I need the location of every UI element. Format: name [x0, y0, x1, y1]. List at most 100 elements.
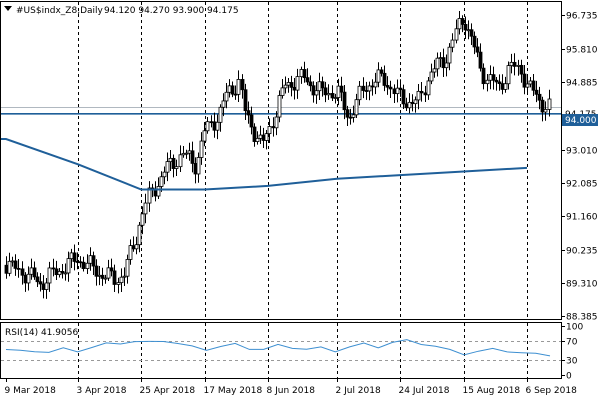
candle-body — [506, 65, 511, 85]
candle-body — [311, 85, 316, 96]
x-tick-label: 2 Jul 2018 — [336, 386, 381, 396]
candle-body — [41, 283, 46, 290]
candle-body — [540, 99, 545, 113]
candle-body — [333, 97, 338, 99]
candle-body — [357, 85, 362, 101]
candle-body — [326, 93, 331, 96]
candle-body — [178, 154, 183, 168]
candle-body — [475, 46, 480, 53]
candle-body — [94, 265, 99, 277]
candle-body — [66, 258, 71, 274]
candle-body — [302, 69, 307, 79]
candle-body — [447, 46, 452, 64]
candle-body — [44, 282, 49, 290]
candle-body — [246, 110, 251, 116]
candle-body — [463, 24, 468, 31]
candle-body — [280, 87, 285, 96]
level-price-label: 94.000 — [565, 116, 597, 126]
symbol-label: #US$indx_Z8,Daily — [16, 6, 104, 16]
candle-body — [419, 90, 424, 94]
candle-body — [361, 85, 366, 91]
candle-body — [125, 259, 130, 277]
candle-body — [404, 103, 409, 109]
candle-body — [97, 274, 102, 277]
candle-body — [106, 267, 111, 279]
candle-body — [162, 171, 167, 178]
candle-body — [236, 79, 241, 95]
rsi-tick-label: 0 — [566, 372, 572, 382]
candle-body — [509, 61, 514, 66]
candle-body — [240, 79, 245, 91]
candle-body — [330, 93, 335, 99]
rsi-label: RSI(14) 41.9056 — [5, 328, 78, 338]
candle-body — [516, 64, 521, 67]
y-tick-label: 88.385 — [566, 313, 598, 323]
candle-body — [174, 166, 179, 169]
candle-body — [51, 267, 56, 270]
candle-body — [367, 85, 372, 92]
candle-body — [267, 126, 272, 135]
y-tick-label: 95.810 — [566, 46, 598, 56]
candle-body — [264, 133, 269, 141]
candle-body — [385, 85, 390, 88]
candle-body — [339, 85, 344, 93]
candle-body — [119, 276, 124, 284]
level-price-tag — [562, 114, 598, 126]
x-tick-label: 6 Sep 2018 — [526, 386, 578, 396]
moving-average-line — [1, 138, 528, 191]
y-tick-label: 93.010 — [566, 147, 598, 157]
candle-body — [109, 267, 114, 272]
candle-body — [38, 281, 43, 285]
candle-body — [395, 87, 400, 95]
candle-body — [218, 106, 223, 123]
candle-body — [497, 81, 502, 84]
candle-body — [221, 100, 226, 108]
candle-body — [75, 261, 80, 263]
candle-body — [233, 93, 238, 96]
candle-body — [255, 138, 260, 142]
candle-body — [72, 252, 77, 262]
x-tick-label: 3 Apr 2018 — [77, 386, 127, 396]
candle-body — [512, 61, 517, 67]
x-tick-label: 25 Apr 2018 — [140, 386, 196, 396]
rsi-tick-label: 30 — [566, 357, 578, 367]
candle-body — [472, 35, 477, 48]
candle-body — [522, 73, 527, 88]
candle-body — [187, 150, 192, 154]
candle-body — [230, 85, 235, 95]
candle-body — [373, 81, 378, 88]
candle-body — [295, 76, 300, 91]
candle-body — [323, 87, 328, 96]
candle-body — [112, 270, 117, 285]
candle-body — [314, 90, 319, 96]
candle-body — [103, 277, 108, 280]
candle-body — [348, 116, 353, 119]
candle-body — [147, 187, 152, 204]
candle-body — [131, 245, 136, 250]
candle-body — [407, 101, 412, 109]
symbol-dropdown-icon[interactable] — [4, 6, 12, 11]
candle-body — [457, 18, 462, 30]
candle-body — [444, 62, 449, 69]
candle-body — [460, 18, 465, 25]
candle-body — [299, 69, 304, 78]
candle-body — [274, 116, 279, 129]
candle-body — [547, 98, 552, 110]
candle-body — [134, 244, 139, 250]
rsi-tick-label: 70 — [566, 338, 578, 348]
candle-body — [258, 134, 263, 139]
candle-body — [243, 89, 248, 112]
candle-body — [435, 57, 440, 70]
candle-body — [528, 80, 533, 85]
candle-body — [190, 150, 195, 164]
candle-body — [224, 91, 229, 102]
candle-body — [354, 99, 359, 116]
candle-body — [416, 90, 421, 101]
candle-body — [525, 83, 530, 88]
candle-body — [305, 77, 310, 83]
candle-body — [401, 89, 406, 105]
candle-body — [478, 51, 483, 69]
y-tick-label: 89.310 — [566, 280, 598, 290]
candle-body — [57, 271, 62, 276]
candle-body — [376, 69, 381, 83]
